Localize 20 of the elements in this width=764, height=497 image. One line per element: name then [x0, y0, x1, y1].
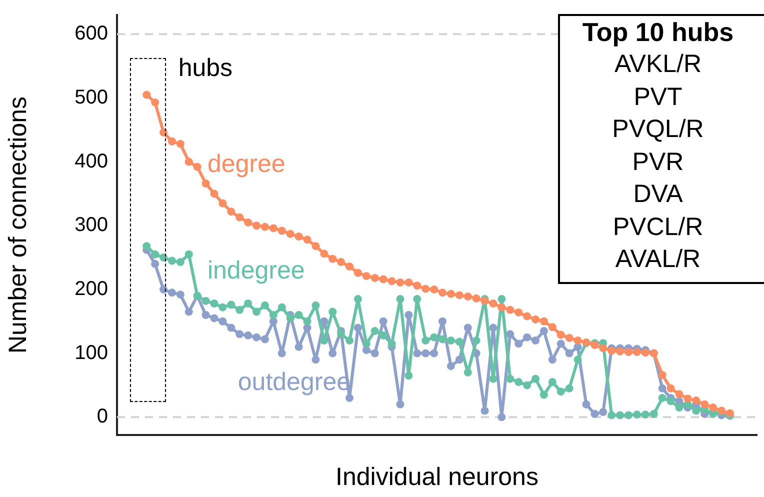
- y-tick-label: 600: [74, 22, 108, 45]
- y-tick-label: 500: [74, 86, 108, 108]
- annotation: hubs: [178, 54, 233, 83]
- annotation: DVA: [632, 179, 684, 210]
- y-tick-label: 300: [74, 214, 108, 236]
- y-axis-title: Number of connections: [4, 96, 32, 354]
- annotation: AVAL/R: [614, 244, 702, 275]
- annotation: PVR: [631, 146, 685, 178]
- y-tick-label: 400: [74, 150, 108, 172]
- annotation: AVKL/R: [613, 49, 703, 80]
- y-tick-label: 100: [74, 342, 108, 364]
- annotation: PVT: [632, 82, 684, 112]
- series-label: indegree: [207, 256, 305, 284]
- y-tick-label: 200: [74, 278, 108, 300]
- y-tick-label: 0: [96, 406, 108, 428]
- annotation: PVCL/R: [612, 212, 704, 242]
- annotation: PVQL/R: [611, 114, 705, 145]
- annotation: Top 10 hubs: [581, 16, 735, 48]
- series-label: degree: [207, 150, 286, 178]
- x-axis-title: Individual neurons: [336, 462, 538, 491]
